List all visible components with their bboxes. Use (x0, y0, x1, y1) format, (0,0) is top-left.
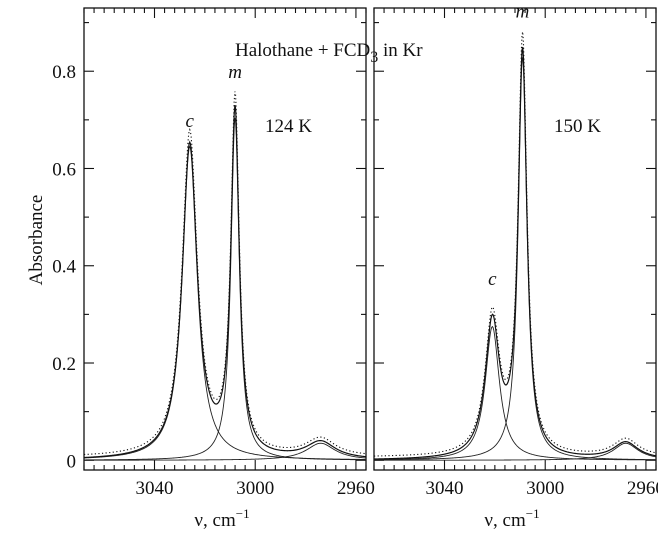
x-tick-label: 2960 (627, 478, 658, 499)
peak-label-c: c (488, 269, 497, 290)
y-tick-label: 0.8 (52, 62, 76, 83)
peak-label-c: c (186, 111, 195, 132)
panel-1: 3040 3000 2960 150 K c m (373, 1, 658, 499)
plot-frame (373, 7, 657, 471)
component-peak-2 (374, 442, 657, 461)
panel-0: 3040 3000 2960 0 0.2 0.4 0.6 0.8 124 K c m (52, 7, 375, 499)
fitted-sum-curve (373, 46, 657, 460)
y-tick-label: 0.6 (52, 159, 76, 180)
x-tick-label: 3040 (136, 478, 174, 499)
x-tick-label: 3000 (526, 478, 564, 499)
x-axis-title-left: ν, cm−1 (194, 506, 249, 531)
fitted-sum-curve (83, 104, 367, 459)
experimental-curve (373, 31, 657, 457)
x-axis-title-right: ν, cm−1 (484, 506, 539, 531)
y-tick-label: 0 (67, 451, 77, 472)
y-axis-title: Absorbance (26, 195, 47, 286)
component-peak-0 (83, 145, 367, 460)
x-tick-label: 3040 (426, 478, 464, 499)
component-peak-0 (373, 325, 656, 461)
experimental-curve (83, 91, 367, 456)
peak-label-m: m (516, 1, 530, 22)
component-peak-1 (374, 57, 657, 461)
y-tick-label: 0.2 (52, 354, 76, 375)
y-tick-label: 0.4 (52, 257, 76, 278)
component-peak-2 (84, 442, 367, 461)
temperature-label: 150 K (554, 116, 601, 137)
temperature-label: 124 K (265, 116, 312, 137)
figure-title: Halothane + FCD3 in Kr (235, 40, 423, 66)
x-tick-label: 3000 (236, 478, 274, 499)
panels: 3040 3000 2960 0 0.2 0.4 0.6 0.8 124 K c m 3040 3000… (52, 1, 658, 499)
plot-frame (83, 7, 367, 471)
x-tick-label: 2960 (337, 478, 375, 499)
peak-label-m: m (228, 62, 242, 83)
component-peak-1 (84, 117, 367, 461)
